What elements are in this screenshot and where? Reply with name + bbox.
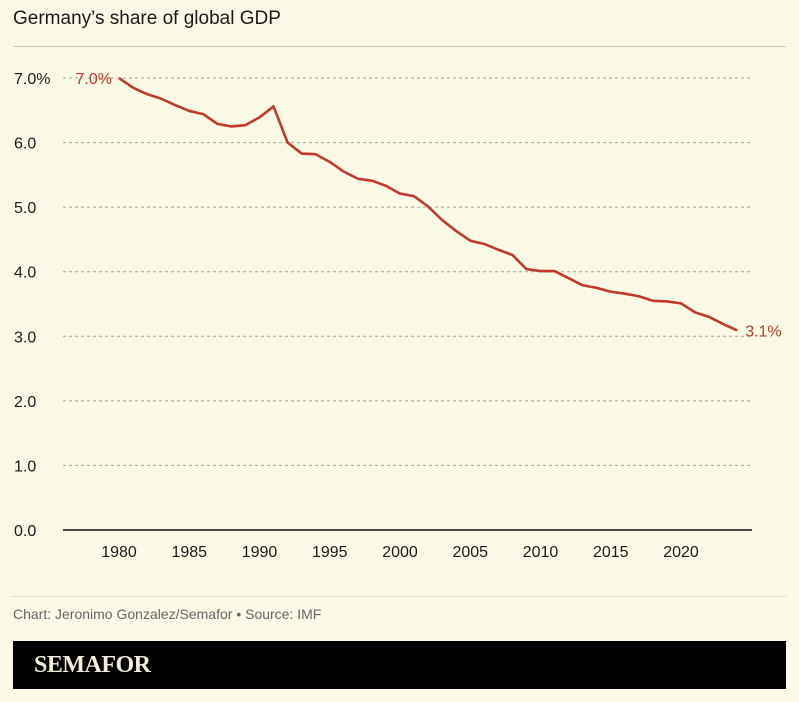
end-value-label: 3.1% — [745, 323, 781, 340]
x-tick-label: 1995 — [312, 544, 348, 561]
y-tick-label: 0.0 — [14, 523, 36, 540]
start-value-label: 7.0% — [76, 71, 112, 88]
chart-title: Germany’s share of global GDP — [13, 8, 281, 29]
x-tick-label: 2015 — [593, 544, 629, 561]
x-tick-label: 1980 — [101, 544, 137, 561]
x-tick-label: 2020 — [663, 544, 699, 561]
y-tick-label: 7.0% — [14, 71, 50, 88]
title-divider — [13, 46, 786, 47]
brand-bar: SEMAFOR — [13, 641, 786, 689]
x-tick-label: 2010 — [523, 544, 559, 561]
line-chart: 0.0 1.0 2.0 3.0 4.0 5.0 6.0 7.0% 1980 1985 1990 199… — [14, 71, 782, 561]
semafor-logo: SEMAFOR — [34, 652, 151, 678]
y-tick-label: 1.0 — [14, 458, 36, 475]
x-tick-label: 2000 — [382, 544, 418, 561]
chart-credit: Chart: Jeronimo Gonzalez/Semafor • Sourc… — [13, 606, 322, 622]
x-tick-label: 2005 — [452, 544, 488, 561]
y-tick-label: 5.0 — [14, 200, 36, 217]
series-line — [118, 76, 738, 332]
y-tick-label: 3.0 — [14, 329, 36, 346]
footer-divider — [13, 596, 786, 597]
x-tick-label: 1990 — [242, 544, 278, 561]
y-tick-label: 2.0 — [14, 394, 36, 411]
x-tick-label: 1985 — [171, 544, 207, 561]
y-tick-label: 4.0 — [14, 265, 36, 282]
y-tick-label: 6.0 — [14, 136, 36, 153]
